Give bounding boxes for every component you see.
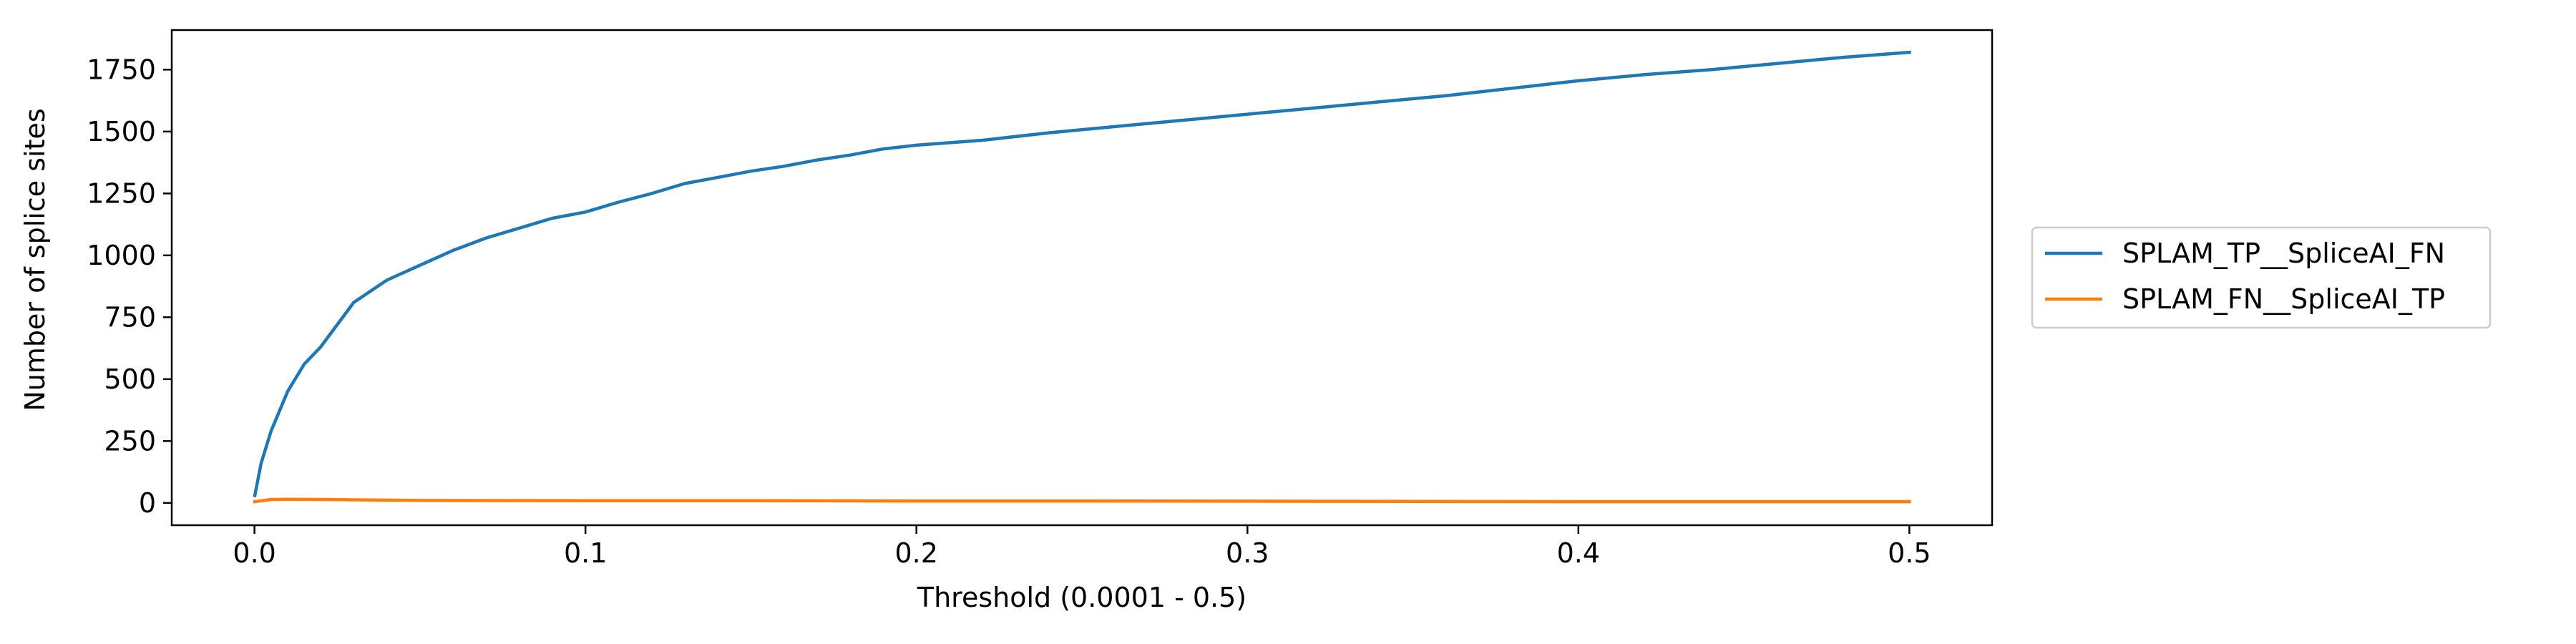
y-axis-label: Number of splice sites [19, 108, 51, 411]
legend-label-2: SPLAM_FN__SpliceAI_TP [2122, 283, 2445, 315]
y-tick-label: 250 [104, 425, 156, 457]
x-tick-label: 0.1 [564, 537, 607, 569]
legend-label-1: SPLAM_TP__SpliceAI_FN [2122, 238, 2445, 269]
x-axis: 0.0 0.1 0.2 0.3 0.4 0.5 [233, 525, 1931, 569]
y-tick-label: 0 [139, 487, 156, 519]
y-tick-label: 750 [104, 301, 156, 333]
x-tick-label: 0.0 [233, 537, 275, 569]
x-tick-label: 0.4 [1557, 537, 1600, 569]
y-tick-label: 1500 [87, 116, 156, 147]
x-tick-label: 0.2 [895, 537, 938, 569]
x-axis-label: Threshold (0.0001 - 0.5) [917, 582, 1246, 613]
y-tick-label: 1250 [87, 177, 156, 209]
y-tick-label: 500 [104, 364, 156, 395]
plot-frame [170, 29, 1994, 527]
legend-box [2031, 226, 2492, 329]
legend: SPLAM_TP__SpliceAI_FN SPLAM_FN__SpliceAI_… [2031, 226, 2492, 329]
x-tick-label: 0.3 [1226, 537, 1269, 569]
series-line-1 [253, 50, 1911, 498]
x-tick-label: 0.5 [1888, 537, 1931, 569]
plot-area [253, 50, 1911, 504]
series-line-2 [253, 497, 1911, 504]
y-tick-label: 1000 [87, 240, 156, 271]
y-axis: 0 250 500 750 1000 1250 1500 1750 [87, 54, 172, 519]
y-tick-label: 1750 [87, 54, 156, 85]
